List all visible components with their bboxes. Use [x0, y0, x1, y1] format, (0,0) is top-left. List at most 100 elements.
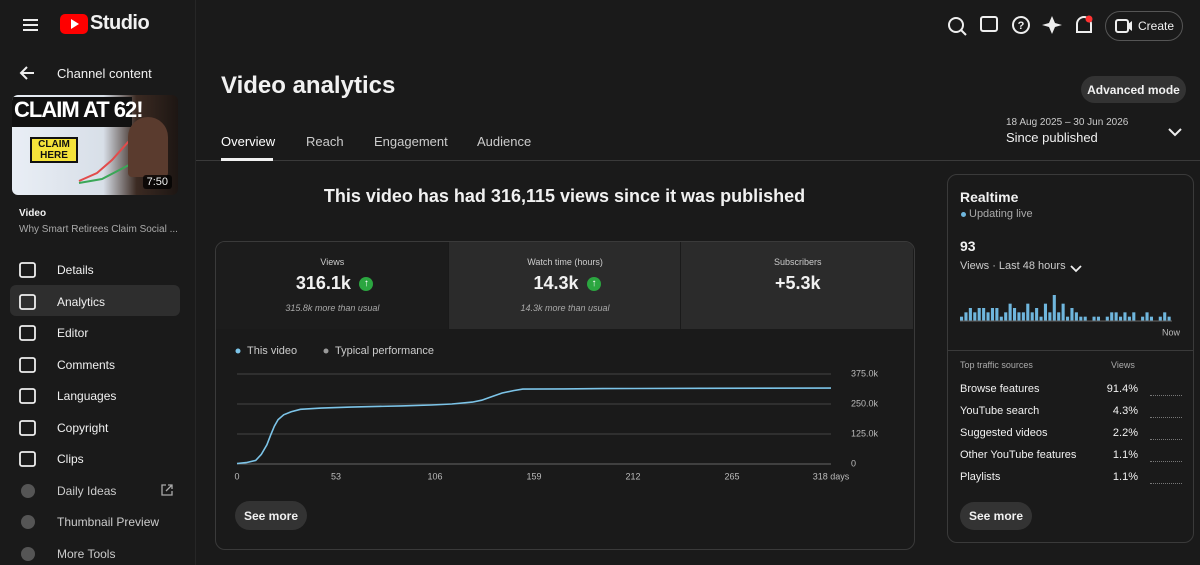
metric-tile[interactable]	[681, 242, 914, 329]
legend-label: This video	[247, 345, 297, 357]
realtime-bar	[995, 308, 999, 321]
nav-item[interactable]: Analytics	[57, 294, 106, 309]
nav-icon[interactable]	[18, 355, 38, 375]
x-tick-label: 159	[526, 471, 541, 481]
realtime-bar	[968, 308, 972, 321]
metric-note: 14.3k more than usual	[520, 303, 610, 313]
nav-icon[interactable]	[18, 481, 38, 501]
period-dropdown[interactable]	[1167, 125, 1183, 143]
nav-icon[interactable]	[18, 260, 38, 280]
nav-icon[interactable]	[18, 544, 38, 564]
nav-icon[interactable]	[18, 386, 38, 406]
nav-item[interactable]: Daily Ideas	[57, 483, 117, 498]
nav-highlight	[10, 285, 180, 316]
nav-item[interactable]: Clips	[57, 452, 84, 466]
icon-shape	[19, 325, 36, 341]
series-line	[236, 387, 832, 465]
x-tick-label: 212	[625, 471, 640, 481]
tab-divider	[196, 160, 1200, 161]
nav-item[interactable]: Comments	[57, 357, 116, 372]
tab[interactable]: Overview	[221, 134, 276, 149]
source-share: 1.1%	[1112, 449, 1138, 461]
back-label[interactable]: Channel content	[57, 66, 152, 81]
live-dot	[961, 212, 966, 217]
nav-icon[interactable]	[18, 323, 38, 343]
metric-value: +5.3k	[774, 273, 821, 293]
x-tick-label: 53	[331, 471, 341, 481]
realtime-bar	[1123, 312, 1127, 321]
realtime-period-dropdown[interactable]	[1070, 261, 1082, 279]
nav-item[interactable]: Copyright	[57, 420, 109, 435]
sidebar-divider	[195, 0, 196, 565]
video-label: Video	[19, 208, 47, 219]
realtime-bar	[1092, 316, 1096, 321]
realtime-count: 93	[960, 238, 976, 254]
nav-item[interactable]: Thumbnail Preview	[57, 515, 160, 529]
realtime-bar	[1149, 316, 1154, 321]
realtime-bar	[1021, 312, 1025, 321]
realtime-bar	[999, 316, 1003, 321]
nav-icon[interactable]	[18, 292, 38, 312]
page-title: Video analytics	[221, 72, 396, 99]
realtime-bar	[977, 308, 981, 321]
tab[interactable]: Reach	[306, 134, 344, 149]
svg-text:?: ?	[1018, 20, 1025, 32]
metric-value: 14.3k	[533, 273, 579, 293]
nav-icon[interactable]	[18, 449, 38, 469]
nav-icon[interactable]	[18, 418, 38, 438]
realtime-bar	[1061, 303, 1065, 321]
nav-icon[interactable]	[18, 512, 38, 532]
metric-note: 315.8k more than usual	[285, 303, 380, 313]
legend-dot	[323, 348, 329, 354]
views-header: Views	[1111, 360, 1135, 370]
realtime-bar	[1132, 312, 1136, 321]
realtime-bar	[1145, 312, 1149, 321]
metric-tile[interactable]	[448, 242, 681, 329]
source-sparkline-base	[1150, 417, 1182, 419]
nav-item[interactable]: Languages	[57, 389, 117, 403]
realtime-card: Realtime Updating live 93 Views · Last 4…	[947, 174, 1194, 543]
nav-item[interactable]: Editor	[57, 326, 89, 340]
source-share: 1.1%	[1112, 471, 1138, 483]
realtime-bar	[1013, 308, 1017, 321]
realtime-bar	[1057, 312, 1061, 321]
date-range: 18 Aug 2025 – 30 Jun 2026	[1006, 117, 1129, 128]
period-label[interactable]: Since published	[1006, 130, 1098, 145]
nav-item[interactable]: More Tools	[57, 546, 116, 561]
menu-button[interactable]	[20, 15, 42, 40]
metric-label: Views	[320, 257, 345, 267]
realtime-bar	[1035, 308, 1039, 321]
realtime-bar	[1030, 312, 1034, 321]
create-button[interactable]: Create	[1105, 11, 1183, 41]
realtime-bar	[1079, 316, 1083, 321]
realtime-bar	[986, 312, 990, 321]
realtime-bar	[1114, 312, 1118, 321]
views-headline: This video has had 316,115 views since i…	[323, 186, 806, 206]
advanced-mode-button[interactable]: Advanced mode	[1081, 76, 1186, 103]
source-sparkline-base	[1150, 483, 1182, 485]
source-name: Playlists	[960, 471, 1001, 483]
realtime-bar	[1017, 312, 1021, 321]
realtime-see-more[interactable]: See more	[960, 502, 1032, 530]
logo-text[interactable]: Studio	[90, 12, 150, 34]
nav-item[interactable]: Details	[57, 263, 94, 277]
metric-tile[interactable]	[216, 242, 448, 329]
tab[interactable]: Engagement	[374, 134, 448, 149]
realtime-title: Realtime	[960, 189, 1019, 205]
back-arrow[interactable]	[18, 64, 38, 87]
video-thumbnail[interactable]: CLAIM AT 62! CLAIM HERE 7:50	[12, 95, 178, 195]
icon-shape	[21, 546, 35, 561]
metrics-card: Views 316.1k ↑ 315.8k more than usual Watch …	[215, 241, 915, 550]
realtime-bar	[1043, 303, 1048, 321]
source-name: Browse features	[960, 383, 1040, 395]
metric-value: 316.1k	[295, 273, 351, 293]
icon-shape	[19, 293, 36, 310]
tab[interactable]: Audience	[477, 134, 532, 149]
realtime-bar	[1163, 312, 1167, 321]
external-link-icon[interactable]	[160, 483, 174, 502]
realtime-bar	[1119, 316, 1123, 321]
source-sparkline-base	[1150, 439, 1182, 441]
see-more-button[interactable]: See more	[235, 501, 307, 530]
thumbnail-headline: CLAIM AT 62!	[12, 97, 144, 127]
realtime-period[interactable]: Views · Last 48 hours	[960, 260, 1066, 272]
